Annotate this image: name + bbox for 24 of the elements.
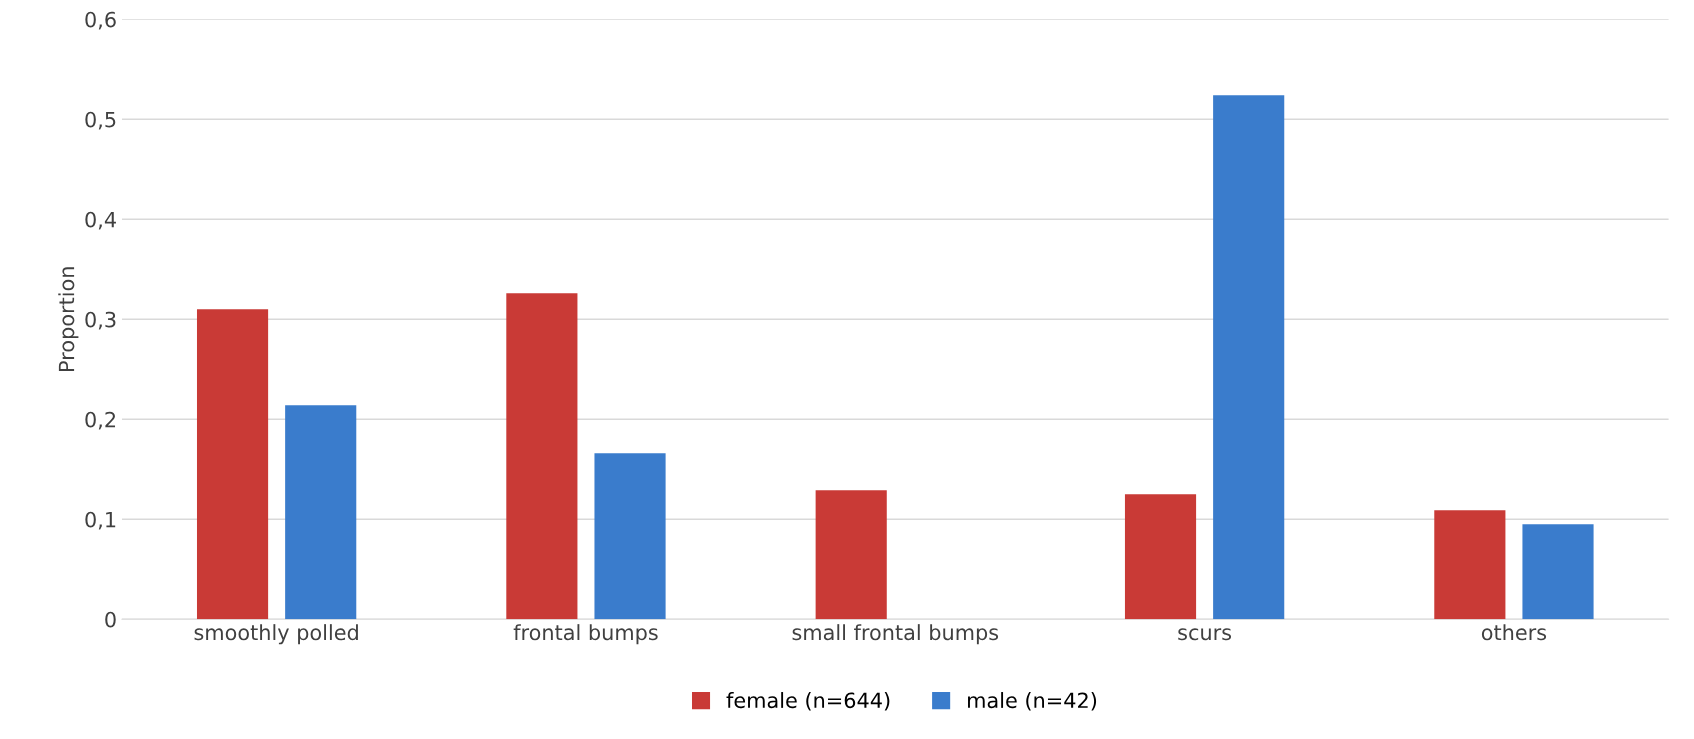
y-tick-label: 0,1	[85, 511, 116, 530]
bar	[1434, 510, 1506, 620]
y-tick-label: 0	[105, 611, 116, 628]
y-tick-label: 0,4	[85, 211, 116, 230]
y-tick-label: 0,6	[85, 11, 116, 30]
bar	[196, 309, 269, 620]
bar	[594, 453, 666, 620]
y-tick-label: 0,3	[85, 311, 116, 330]
bar	[506, 293, 578, 620]
bar	[285, 405, 357, 620]
legend-label: female (n=644)	[726, 692, 890, 711]
y-axis-title: Proportion	[58, 267, 79, 371]
bar	[1213, 95, 1285, 620]
x-tick-label: others	[1481, 624, 1547, 641]
y-tick-label: 0,5	[85, 111, 116, 130]
x-tick-label: smoothly polled	[194, 624, 358, 645]
bar	[1124, 494, 1197, 620]
y-tick-label: 0,2	[85, 411, 116, 430]
x-tick-label: small frontal bumps	[792, 624, 999, 645]
bar	[1522, 524, 1594, 620]
x-tick-label: frontal bumps	[513, 624, 658, 645]
legend-label: male (n=42)	[968, 692, 1097, 711]
x-tick-label: scurs	[1178, 628, 1232, 641]
bar	[815, 490, 887, 620]
